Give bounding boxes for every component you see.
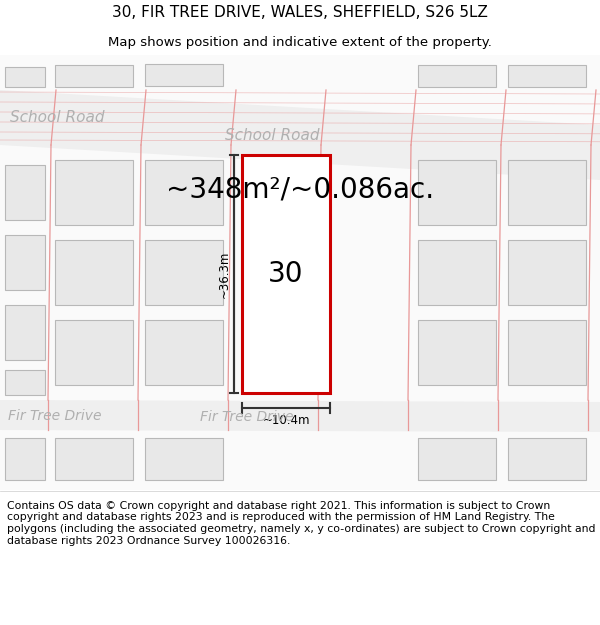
Bar: [55, 160, 133, 225]
Text: ~10.4m: ~10.4m: [262, 414, 310, 426]
Bar: [5, 67, 45, 87]
Bar: [145, 320, 223, 385]
Bar: [145, 438, 223, 480]
Bar: [5, 438, 45, 480]
Text: ~36.3m: ~36.3m: [218, 250, 230, 298]
Bar: [55, 438, 133, 480]
Bar: [5, 235, 45, 290]
Bar: [508, 240, 586, 305]
Bar: [242, 155, 330, 393]
Text: Map shows position and indicative extent of the property.: Map shows position and indicative extent…: [108, 36, 492, 49]
Bar: [508, 65, 586, 87]
Bar: [508, 160, 586, 225]
Text: ~348m²/~0.086ac.: ~348m²/~0.086ac.: [166, 176, 434, 204]
Text: School Road: School Road: [225, 127, 320, 142]
Text: Fir Tree Drive: Fir Tree Drive: [200, 410, 293, 424]
Bar: [145, 64, 223, 86]
Text: Fir Tree Drive: Fir Tree Drive: [8, 409, 101, 423]
Bar: [418, 320, 496, 385]
Text: 30, FIR TREE DRIVE, WALES, SHEFFIELD, S26 5LZ: 30, FIR TREE DRIVE, WALES, SHEFFIELD, S2…: [112, 4, 488, 19]
Bar: [5, 165, 45, 220]
Text: 30: 30: [268, 260, 304, 288]
Bar: [5, 305, 45, 360]
Bar: [55, 240, 133, 305]
Bar: [418, 438, 496, 480]
Bar: [508, 438, 586, 480]
Bar: [418, 160, 496, 225]
Bar: [145, 240, 223, 305]
Bar: [508, 320, 586, 385]
Bar: [55, 65, 133, 87]
Text: School Road: School Road: [10, 111, 104, 126]
Bar: [145, 160, 223, 225]
Bar: [418, 65, 496, 87]
Bar: [55, 320, 133, 385]
Polygon shape: [0, 400, 600, 432]
Text: Contains OS data © Crown copyright and database right 2021. This information is : Contains OS data © Crown copyright and d…: [7, 501, 596, 546]
Polygon shape: [0, 90, 600, 180]
Bar: [5, 370, 45, 395]
Bar: [418, 240, 496, 305]
